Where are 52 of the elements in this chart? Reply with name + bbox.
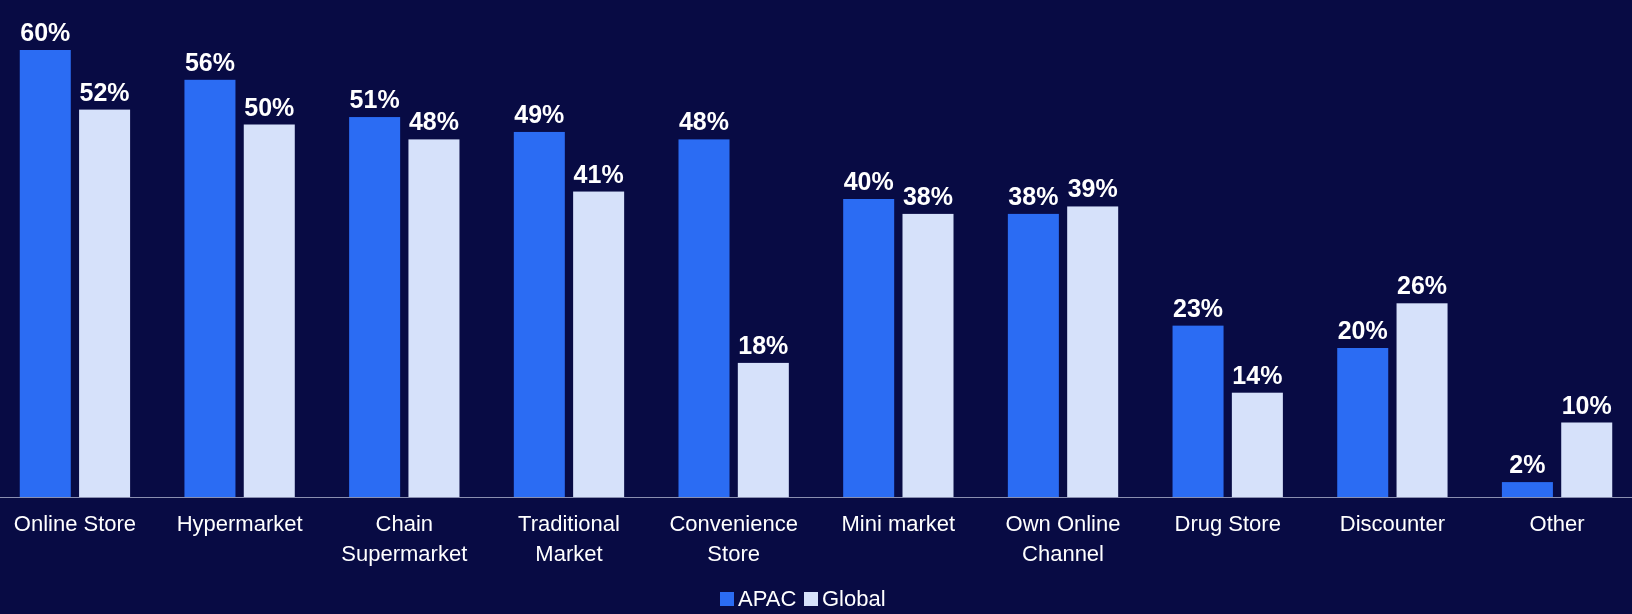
bar bbox=[513, 131, 565, 497]
bar bbox=[408, 139, 460, 497]
data-label: 26% bbox=[1397, 271, 1448, 300]
data-label: 10% bbox=[1561, 390, 1612, 419]
bar bbox=[349, 117, 401, 497]
data-label: 18% bbox=[738, 330, 789, 359]
data-label: 48% bbox=[408, 107, 459, 136]
x-tick-label: Own Online Channel bbox=[1005, 511, 1121, 566]
data-label: 39% bbox=[1067, 174, 1118, 203]
x-tick-label: Chain Supermarket bbox=[341, 511, 468, 566]
bar bbox=[1501, 482, 1553, 497]
legend-label: Global bbox=[822, 586, 886, 611]
bar bbox=[1561, 422, 1613, 497]
bar bbox=[79, 109, 131, 497]
data-label: 23% bbox=[1173, 293, 1224, 322]
data-label: 38% bbox=[1008, 181, 1059, 210]
bar bbox=[737, 362, 789, 497]
bar bbox=[1067, 206, 1119, 497]
legend-label: APAC bbox=[738, 586, 797, 611]
data-label: 20% bbox=[1337, 316, 1388, 344]
data-label: 41% bbox=[573, 159, 624, 188]
x-tick-label: Convenience Store bbox=[669, 511, 798, 566]
bar bbox=[1172, 325, 1224, 497]
x-tick-label: Drug Store bbox=[1174, 511, 1281, 536]
x-tick-label: Discounter bbox=[1339, 511, 1445, 536]
bar bbox=[243, 124, 295, 497]
bar bbox=[843, 199, 895, 497]
x-tick-label: Mini market bbox=[841, 511, 956, 536]
data-label: 51% bbox=[349, 85, 400, 114]
data-label: 48% bbox=[678, 107, 730, 136]
data-label: 38% bbox=[902, 181, 954, 210]
data-label: 40% bbox=[843, 167, 894, 195]
bar bbox=[573, 191, 625, 497]
data-label: 52% bbox=[79, 77, 130, 106]
x-tick-label: Other bbox=[1529, 511, 1585, 536]
bar bbox=[19, 50, 71, 497]
x-tick-label: Hypermarket bbox=[176, 511, 303, 536]
bar bbox=[1396, 303, 1448, 497]
data-label: 50% bbox=[244, 92, 295, 121]
data-label: 2% bbox=[1509, 450, 1546, 479]
bar bbox=[1231, 392, 1283, 497]
data-label: 56% bbox=[184, 47, 235, 76]
data-label: 14% bbox=[1232, 360, 1283, 389]
bar bbox=[1337, 348, 1389, 497]
bar bbox=[1007, 213, 1059, 497]
bar bbox=[184, 79, 236, 497]
bar bbox=[902, 213, 954, 497]
data-label: 60% bbox=[20, 18, 71, 46]
data-label: 49% bbox=[514, 99, 565, 128]
bar bbox=[678, 139, 730, 497]
x-tick-label: Online Store bbox=[13, 511, 137, 536]
x-tick-label: Traditional Market bbox=[518, 511, 620, 566]
